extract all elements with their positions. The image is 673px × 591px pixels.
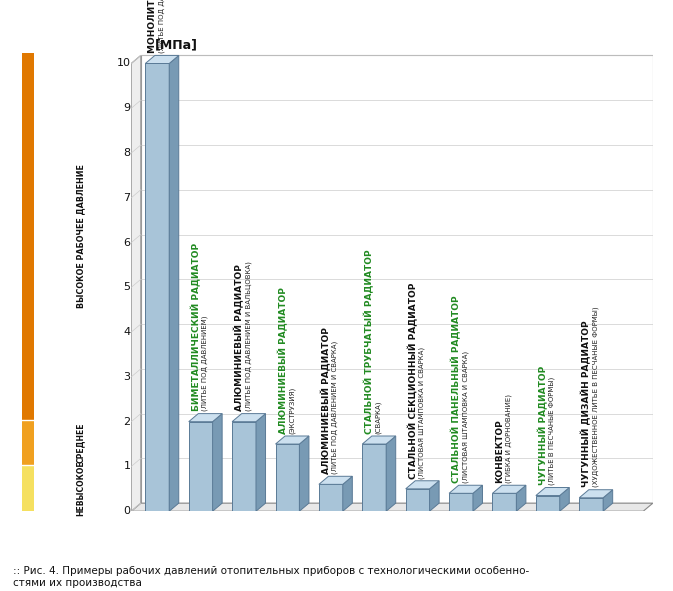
Polygon shape [536, 495, 560, 511]
Polygon shape [256, 414, 266, 511]
Polygon shape [362, 444, 386, 511]
Polygon shape [131, 503, 653, 511]
Polygon shape [145, 56, 179, 63]
Text: АЛЮМИНИЕВЫЙ РАДИАТОР: АЛЮМИНИЕВЫЙ РАДИАТОР [234, 265, 244, 411]
Polygon shape [232, 421, 256, 511]
Polygon shape [429, 480, 439, 511]
Polygon shape [406, 480, 439, 489]
Polygon shape [145, 63, 169, 511]
Text: ВЫСОКОЕ РАБОЧЕЕ ДАВЛЕНИЕ: ВЫСОКОЕ РАБОЧЕЕ ДАВЛЕНИЕ [76, 164, 85, 309]
Polygon shape [579, 498, 603, 511]
Text: (ЛИТЬЕ ПОД ДАВЛЕНИЕМ И ВАЛЬЦОВКА): (ЛИТЬЕ ПОД ДАВЛЕНИЕМ И ВАЛЬЦОВКА) [245, 261, 252, 411]
Polygon shape [603, 490, 612, 511]
Polygon shape [213, 414, 222, 511]
Bar [22, 420, 34, 466]
Text: 7: 7 [123, 193, 131, 203]
Text: 5: 5 [123, 282, 131, 293]
Polygon shape [319, 485, 343, 511]
Polygon shape [560, 488, 569, 511]
Polygon shape [188, 421, 213, 511]
Text: СТАЛЬНОЙ СЕКЦИОННЫЙ РАДИАТОР: СТАЛЬНОЙ СЕКЦИОННЫЙ РАДИАТОР [408, 282, 418, 479]
Text: (ЛИТЬЕ ПОД ДАВЛЕНИЕМ И СВАРКА): (ЛИТЬЕ ПОД ДАВЛЕНИЕМ И СВАРКА) [332, 341, 339, 474]
Text: ЧУГУННЫЙ ДИЗАЙН РАДИАТОР: ЧУГУННЫЙ ДИЗАЙН РАДИАТОР [581, 321, 592, 488]
Polygon shape [449, 485, 483, 493]
Text: 1: 1 [123, 462, 131, 472]
Polygon shape [579, 490, 612, 498]
Polygon shape [131, 56, 141, 511]
Text: [МПа]: [МПа] [155, 38, 198, 51]
Text: 6: 6 [123, 238, 131, 248]
Polygon shape [493, 493, 516, 511]
Polygon shape [386, 436, 396, 511]
Bar [22, 466, 34, 511]
Polygon shape [343, 476, 353, 511]
Text: (СВАРКА): (СВАРКА) [376, 400, 382, 434]
Polygon shape [169, 56, 179, 511]
Text: (ГИБКА И ДОРНОВАНИЕ): (ГИБКА И ДОРНОВАНИЕ) [505, 394, 512, 483]
Text: 3: 3 [123, 372, 131, 382]
Text: ЧУГУННЫЙ РАДИАТОР: ЧУГУННЫЙ РАДИАТОР [538, 366, 548, 485]
Polygon shape [493, 485, 526, 493]
Text: 2: 2 [123, 417, 131, 427]
Text: :: Рис. 4. Примеры рабочих давлений отопительных приборов с технологическими осо: :: Рис. 4. Примеры рабочих давлений отоп… [13, 566, 530, 588]
Text: МОНОЛИТНЫЙ БИМЕТАЛЛИЧЕСКИЙ РАДИАТОР: МОНОЛИТНЫЙ БИМЕТАЛЛИЧЕСКИЙ РАДИАТОР [147, 0, 157, 53]
Text: СТАЛЬНОЙ ТРУБЧАТЫЙ РАДИАТОР: СТАЛЬНОЙ ТРУБЧАТЫЙ РАДИАТОР [365, 249, 375, 434]
Text: КОНВЕКТОР: КОНВЕКТОР [495, 419, 503, 483]
Text: СТАЛЬНОЙ ПАНЕЛЬНЫЙ РАДИАТОР: СТАЛЬНОЙ ПАНЕЛЬНЫЙ РАДИАТОР [452, 296, 462, 483]
Text: (ЛИСТОВАЯ ШТАМПОВКА И СВАРКА): (ЛИСТОВАЯ ШТАМПОВКА И СВАРКА) [419, 346, 425, 479]
Text: НЕВЫСОКОЕ: НЕВЫСОКОЕ [76, 460, 85, 516]
Polygon shape [473, 485, 483, 511]
Text: (ЛИТЬЕ В ПЕСЧАНЫЕ ФОРМЫ): (ЛИТЬЕ В ПЕСЧАНЫЕ ФОРМЫ) [549, 377, 555, 485]
Polygon shape [275, 436, 309, 444]
Text: БИМЕТАЛЛИЧЕСКИЙ РАДИАТОР: БИМЕТАЛЛИЧЕСКИЙ РАДИАТОР [191, 243, 201, 411]
Text: (ЭКСТРУЗИЯ): (ЭКСТРУЗИЯ) [289, 387, 295, 434]
Text: 4: 4 [123, 327, 131, 337]
Text: СРЕДНЕЕ: СРЕДНЕЕ [76, 422, 85, 463]
Text: АЛЮМИНИЕВЫЙ РАДИАТОР: АЛЮМИНИЕВЫЙ РАДИАТОР [278, 287, 288, 434]
Text: (ЛИТЬЕ ПОД ДАВЛЕНИЕМ): (ЛИТЬЕ ПОД ДАВЛЕНИЕМ) [202, 316, 208, 411]
Text: АЛЮМИНИЕВЫЙ РАДИАТОР: АЛЮМИНИЕВЫЙ РАДИАТОР [321, 327, 331, 474]
Text: 0: 0 [123, 506, 131, 516]
Text: (ЛИТЬЕ ПОД ДАВЛЕНИЕМ И КОНТАКТНО-СТЫКОВАЯ СВАРКА): (ЛИТЬЕ ПОД ДАВЛЕНИЕМ И КОНТАКТНО-СТЫКОВА… [158, 0, 165, 53]
Text: (ХУДОЖЕСТВЕННОЕ ЛИТЬЕ В ПЕСЧАНЫЕ ФОРМЫ): (ХУДОЖЕСТВЕННОЕ ЛИТЬЕ В ПЕСЧАНЫЕ ФОРМЫ) [592, 307, 599, 488]
Polygon shape [188, 414, 222, 421]
Polygon shape [275, 444, 299, 511]
Polygon shape [516, 485, 526, 511]
Text: 10: 10 [116, 59, 131, 69]
Text: (ЛИСТОВАЯ ШТАМПОВКА И СВАРКА): (ЛИСТОВАЯ ШТАМПОВКА И СВАРКА) [462, 351, 468, 483]
Text: 9: 9 [123, 103, 131, 113]
Polygon shape [362, 436, 396, 444]
Polygon shape [299, 436, 309, 511]
Polygon shape [319, 476, 353, 485]
Polygon shape [232, 414, 266, 421]
Bar [22, 53, 34, 420]
Polygon shape [449, 493, 473, 511]
Polygon shape [536, 488, 569, 495]
Polygon shape [406, 489, 429, 511]
Text: 8: 8 [123, 148, 131, 158]
